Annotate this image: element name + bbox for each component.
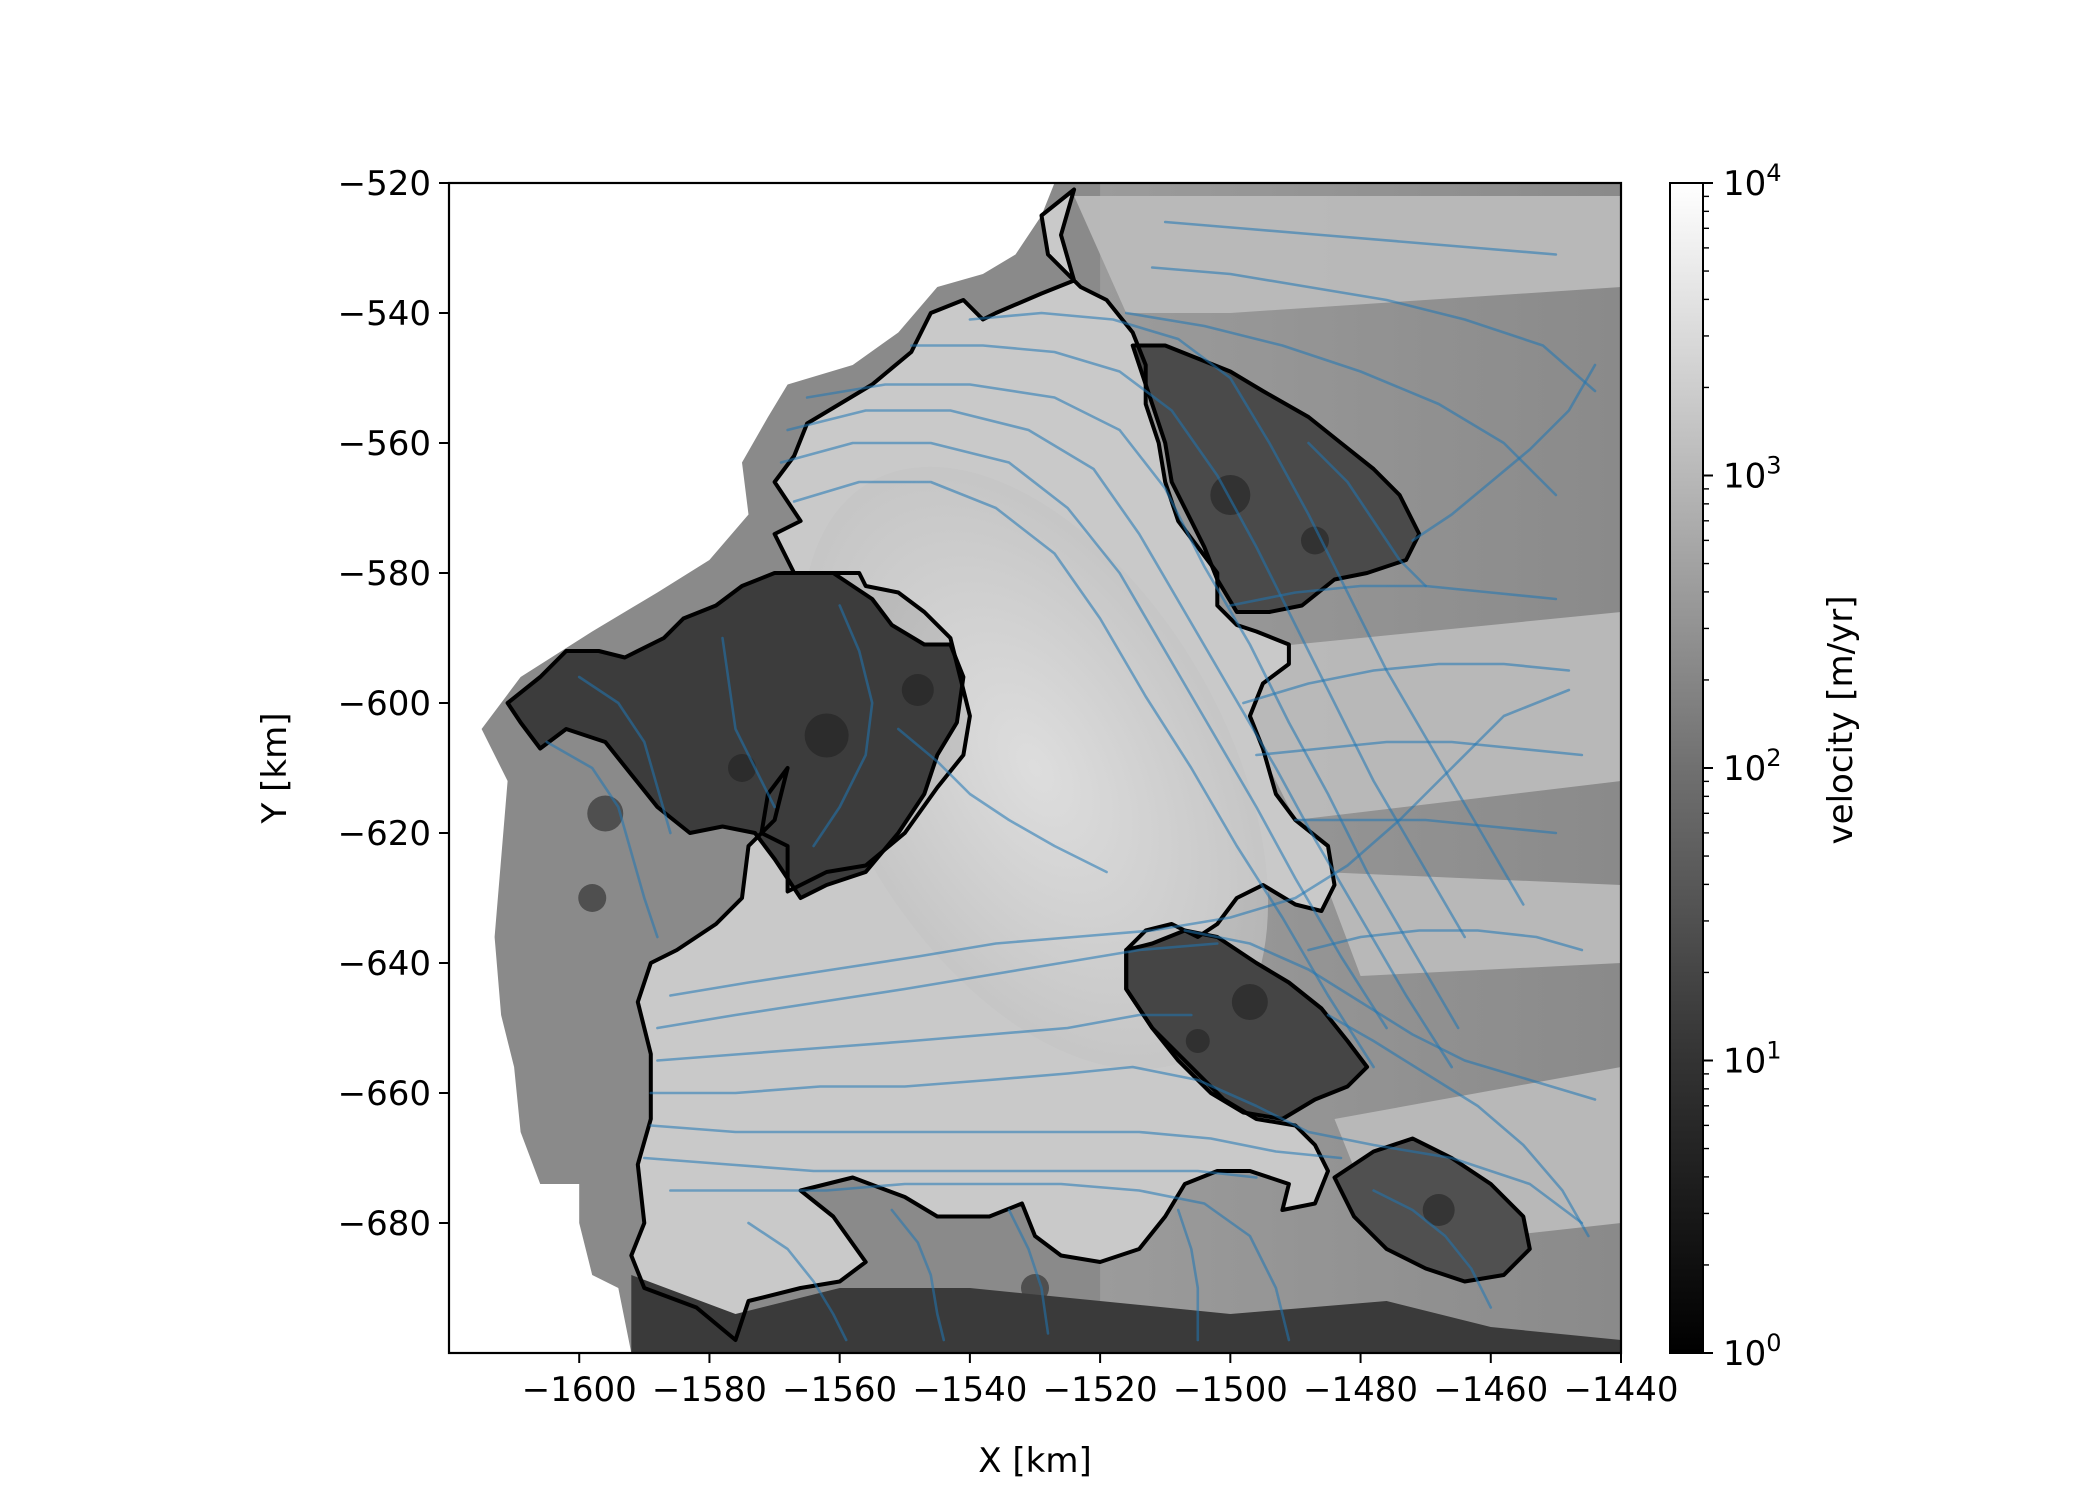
colorbar-label: velocity [m/yr] — [1821, 596, 1861, 845]
slow-velocity-spot — [728, 754, 756, 782]
y-tick-label: −620 — [338, 814, 431, 854]
y-tick-label: −640 — [338, 944, 431, 984]
colorbar-tick-label: 100 — [1723, 1329, 1782, 1374]
x-tick-label: −1600 — [522, 1370, 637, 1410]
slow-velocity-spot — [902, 674, 934, 706]
slow-velocity-spot — [587, 796, 623, 832]
slow-velocity-spot — [1186, 1029, 1210, 1053]
y-axis-label: Y [km] — [255, 713, 295, 825]
y-tick-label: −660 — [338, 1074, 431, 1114]
y-tick-label: −540 — [338, 294, 431, 334]
slow-velocity-spot — [1210, 475, 1250, 515]
x-tick-label: −1460 — [1433, 1370, 1548, 1410]
colorbar: 100 101 102 103 104 velocity [m/yr] — [1670, 159, 1861, 1374]
colorbar-gradient — [1670, 183, 1703, 1353]
x-tick-label: −1480 — [1303, 1370, 1418, 1410]
fast-flow-band — [1322, 872, 1622, 976]
x-tick-label: −1440 — [1563, 1370, 1678, 1410]
slow-velocity-spot — [1301, 527, 1329, 555]
slow-velocity-spot — [578, 884, 606, 912]
y-axis: −520 −540 −560 −580 −600 −620 −640 −660 −680 — [338, 164, 449, 1244]
x-tick-label: −1500 — [1173, 1370, 1288, 1410]
x-axis-label: X [km] — [978, 1441, 1091, 1481]
y-tick-label: −600 — [338, 684, 431, 724]
colorbar-tick-label: 102 — [1723, 744, 1782, 789]
colorbar-ticks: 100 101 102 103 104 — [1703, 159, 1782, 1374]
x-tick-label: −1580 — [652, 1370, 767, 1410]
y-tick-label: −580 — [338, 554, 431, 594]
colorbar-tick-label: 103 — [1723, 452, 1782, 497]
y-tick-label: −680 — [338, 1204, 431, 1244]
slow-velocity-spot — [1232, 984, 1268, 1020]
colorbar-tick-label: 101 — [1723, 1037, 1782, 1082]
slow-velocity-spot — [805, 714, 849, 758]
x-tick-label: −1520 — [1043, 1370, 1158, 1410]
y-tick-label: −520 — [338, 164, 431, 204]
x-tick-label: −1560 — [782, 1370, 897, 1410]
y-tick-label: −560 — [338, 424, 431, 464]
x-tick-label: −1540 — [912, 1370, 1027, 1410]
x-axis: −1600 −1580 −1560 −1540 −1520 −1500 −1480 −1460… — [522, 1353, 1679, 1410]
plot-area — [449, 183, 1621, 1353]
colorbar-tick-label: 104 — [1723, 159, 1782, 204]
